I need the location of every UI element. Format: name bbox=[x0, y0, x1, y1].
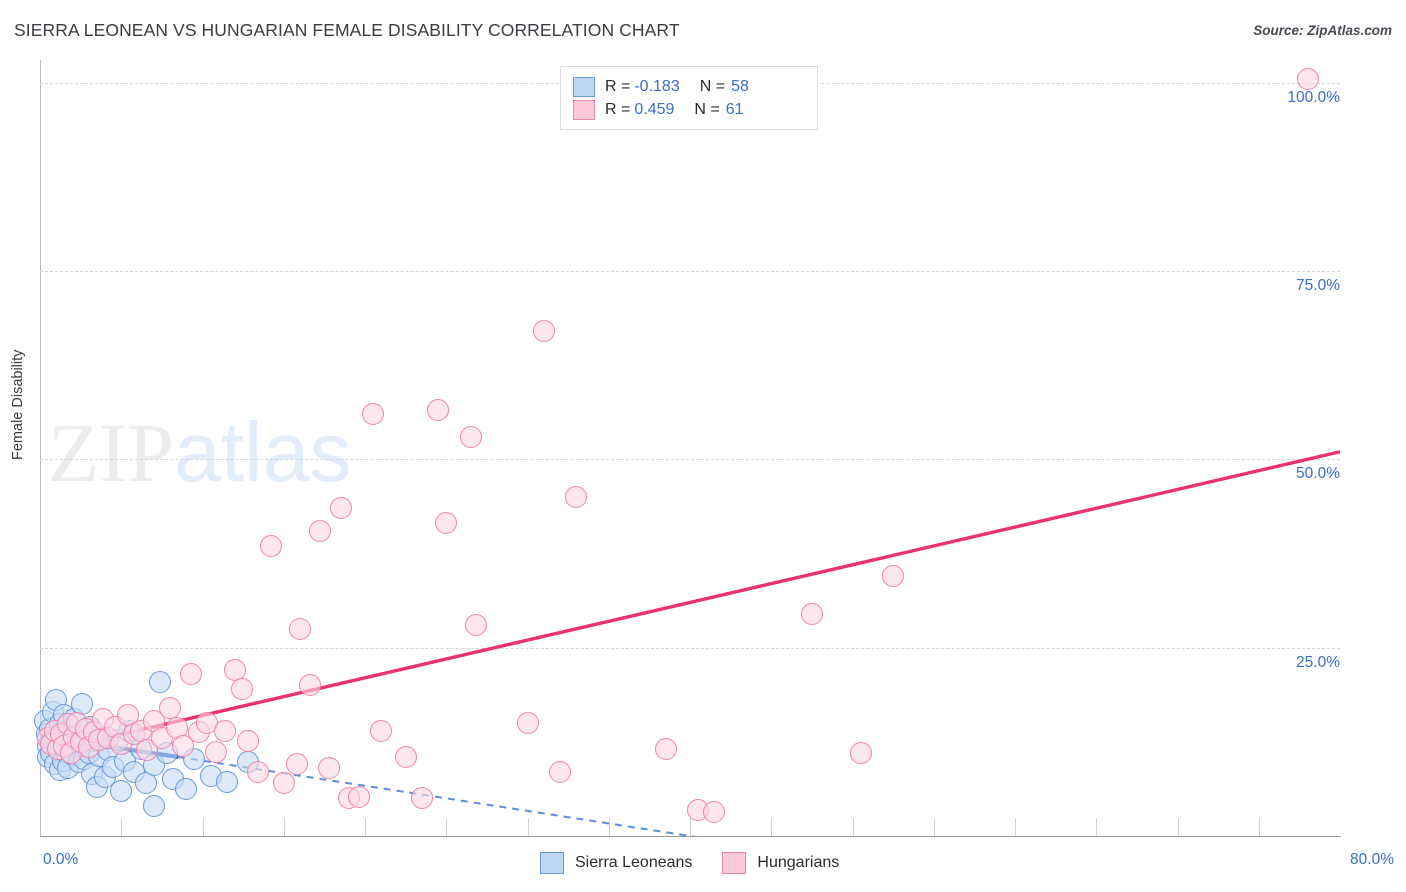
x-axis-line bbox=[40, 836, 1341, 837]
y-tick-label: 75.0% bbox=[1296, 276, 1340, 294]
stat-swatch-pink bbox=[573, 99, 595, 120]
data-point bbox=[272, 772, 295, 795]
gridline-y bbox=[40, 459, 1340, 461]
data-point bbox=[237, 730, 259, 753]
data-point bbox=[259, 534, 282, 557]
y-axis-line bbox=[40, 60, 41, 836]
x-tick-mark bbox=[608, 818, 610, 836]
data-point bbox=[149, 670, 172, 693]
y-tick-label: 100.0% bbox=[1287, 88, 1340, 106]
x-tick-mark bbox=[283, 818, 285, 836]
stat-swatch-blue bbox=[573, 76, 595, 97]
x-tick-mark bbox=[1096, 818, 1098, 836]
y-tick-label: 50.0% bbox=[1296, 465, 1340, 483]
data-point bbox=[298, 674, 321, 697]
legend-label-hungarians: Hungarians bbox=[757, 854, 840, 871]
x-tick-mark bbox=[771, 818, 773, 836]
data-point bbox=[285, 753, 308, 776]
data-point bbox=[159, 696, 181, 719]
data-point bbox=[230, 678, 253, 701]
legend-swatch-hungarians bbox=[722, 852, 747, 874]
x-tick-mark bbox=[690, 818, 691, 836]
legend-label-sierra-leoneans: Sierra Leoneans bbox=[575, 854, 693, 871]
x-tick-mark bbox=[365, 818, 366, 836]
source-attribution: Source: ZipAtlas.com bbox=[1253, 23, 1392, 38]
trendline-layer bbox=[40, 450, 1340, 836]
correlation-stats-box: R = -0.183 N = 58 R = 0.459 N = 61 bbox=[560, 66, 818, 130]
x-tick-mark bbox=[933, 818, 935, 836]
x-tick-mark bbox=[1015, 818, 1016, 836]
x-tick-mark bbox=[121, 818, 123, 836]
legend-swatch-sierra-leoneans bbox=[540, 852, 564, 874]
trendline-extension-dashed bbox=[177, 755, 697, 836]
legend-item-hungarians[interactable]: Hungarians bbox=[722, 852, 839, 874]
data-point bbox=[565, 485, 588, 508]
page-title: SIERRA LEONEAN VS HUNGARIAN FEMALE DISAB… bbox=[14, 20, 680, 40]
data-point bbox=[362, 403, 385, 426]
gridline-y bbox=[40, 270, 1340, 272]
data-point bbox=[800, 602, 823, 625]
data-point bbox=[516, 711, 539, 734]
n-value-blue: 58 bbox=[731, 77, 749, 95]
data-point bbox=[289, 617, 311, 640]
data-point bbox=[435, 512, 458, 535]
data-point bbox=[329, 497, 352, 520]
data-point bbox=[427, 399, 450, 422]
data-point bbox=[654, 738, 677, 761]
data-point bbox=[180, 663, 203, 686]
x-tick-label-max: 80.0% bbox=[1350, 851, 1394, 868]
r-label-pink: R = bbox=[605, 100, 631, 118]
data-point bbox=[204, 740, 227, 763]
data-point bbox=[532, 320, 555, 343]
data-point bbox=[214, 719, 237, 742]
stat-row-sierra-leoneans: R = -0.183 N = 58 bbox=[573, 76, 805, 97]
data-point bbox=[394, 745, 417, 768]
data-point bbox=[175, 778, 198, 801]
data-point bbox=[308, 519, 331, 542]
data-point bbox=[370, 719, 393, 742]
series-legend: Sierra Leoneans Hungarians bbox=[540, 848, 839, 878]
plot-area: ZIPatlas 25.0% 50.0% 75.0% 100.0% bbox=[33, 60, 1340, 836]
data-point bbox=[142, 794, 165, 817]
x-tick-mark bbox=[202, 818, 204, 836]
x-tick-mark bbox=[1177, 818, 1179, 836]
legend-item-sierra-leoneans[interactable]: Sierra Leoneans bbox=[540, 852, 692, 874]
x-tick-mark bbox=[852, 818, 854, 836]
data-point bbox=[882, 565, 905, 588]
data-point bbox=[1296, 67, 1319, 90]
r-value-pink: 0.459 bbox=[634, 100, 675, 118]
n-label-pink: N = bbox=[694, 100, 720, 118]
x-tick-mark bbox=[446, 818, 448, 836]
data-point bbox=[318, 757, 341, 780]
x-tick-mark bbox=[527, 818, 529, 836]
data-point bbox=[110, 779, 133, 802]
data-point bbox=[347, 785, 370, 808]
data-point bbox=[549, 760, 571, 783]
r-label-blue: R = bbox=[605, 77, 631, 95]
r-value-blue: -0.183 bbox=[634, 77, 680, 95]
data-point bbox=[246, 760, 269, 783]
data-point bbox=[410, 787, 433, 810]
data-point bbox=[464, 614, 487, 637]
data-point bbox=[215, 770, 238, 793]
data-point bbox=[459, 425, 482, 448]
trendline-hungarians bbox=[40, 450, 1340, 755]
gridline-y bbox=[40, 647, 1340, 649]
data-point bbox=[172, 734, 194, 757]
data-point bbox=[849, 742, 872, 765]
n-label-blue: N = bbox=[699, 77, 726, 95]
x-tick-label-min: 0.0% bbox=[43, 851, 79, 868]
y-tick-label: 25.0% bbox=[1296, 653, 1340, 671]
data-point bbox=[703, 800, 726, 823]
n-value-pink: 61 bbox=[725, 100, 744, 118]
stat-row-hungarians: R = 0.459 N = 61 bbox=[573, 99, 805, 120]
x-tick-mark bbox=[1258, 818, 1260, 836]
y-axis-title: Female Disability bbox=[10, 349, 26, 460]
